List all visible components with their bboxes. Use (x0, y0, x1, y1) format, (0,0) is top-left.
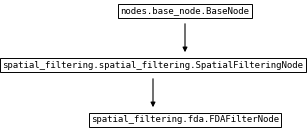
Text: nodes.base_node.BaseNode: nodes.base_node.BaseNode (121, 6, 250, 16)
Text: spatial_filtering.spatial_filtering.SpatialFilteringNode: spatial_filtering.spatial_filtering.Spat… (2, 60, 304, 69)
Text: spatial_filtering.fda.FDAFilterNode: spatial_filtering.fda.FDAFilterNode (91, 116, 279, 124)
